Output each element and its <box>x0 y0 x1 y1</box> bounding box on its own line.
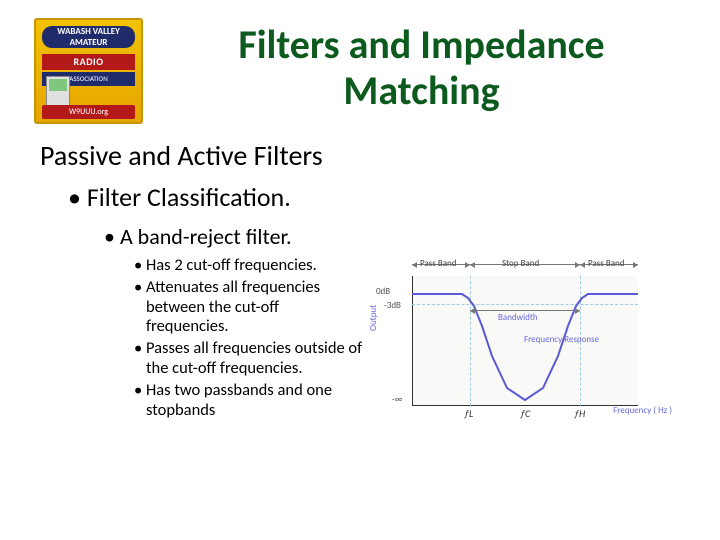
section-heading: Passive and Active Filters <box>40 138 686 173</box>
y-axis-label: Output <box>368 305 379 331</box>
region-label-passband-right: Pass Band <box>588 258 625 269</box>
header-row: WABASH VALLEYAMATEUR RADIO ASSOCIATION W… <box>34 18 686 124</box>
xtick-fH: ƒH <box>574 407 585 420</box>
ytick-neg-inf: -∞ <box>392 394 402 405</box>
bullet-level-2: A band-reject filter. <box>104 223 686 250</box>
bandwidth-label: Bandwidth <box>498 312 538 323</box>
xtick-fC: ƒC <box>520 407 530 420</box>
band-reject-response-chart: Pass Band Stop Band Pass Band Bandwidth … <box>374 256 650 430</box>
logo-line-1: WABASH VALLEYAMATEUR <box>42 26 135 48</box>
text-column: Has 2 cut-off frequencies. Attenuates al… <box>34 256 364 422</box>
logo-url: W9UUU.org <box>42 105 135 119</box>
slide: WABASH VALLEYAMATEUR RADIO ASSOCIATION W… <box>0 0 720 430</box>
club-logo: WABASH VALLEYAMATEUR RADIO ASSOCIATION W… <box>34 18 143 124</box>
x-axis-label: Frequency ( Hz ) <box>613 405 672 416</box>
bullet-level-3: Passes all frequencies outside of the cu… <box>134 339 364 379</box>
ytick-minus3db: -3dB <box>384 300 401 311</box>
region-label-stopband: Stop Band <box>502 258 539 269</box>
bullet-level-3: Attenuates all frequencies between the c… <box>134 278 364 337</box>
ytick-0db: 0dB <box>376 286 390 297</box>
chart-column: Pass Band Stop Band Pass Band Bandwidth … <box>374 256 686 430</box>
bullet-level-3: Has 2 cut-off frequencies. <box>134 256 364 276</box>
slide-title: Filters and Impedance Matching <box>157 18 686 114</box>
logo-line-3: RADIO <box>42 54 135 70</box>
region-label-passband-left: Pass Band <box>420 258 457 269</box>
bandwidth-arrow-icon <box>470 310 580 311</box>
content-row: Has 2 cut-off frequencies. Attenuates al… <box>34 256 686 430</box>
xtick-fL: ƒL <box>464 407 473 420</box>
bullet-level-1: Filter Classification. <box>68 181 686 213</box>
frequency-response-label: Frequency Response <box>524 334 599 345</box>
bullet-level-3: Has two passbands and one stopbands <box>134 381 364 421</box>
